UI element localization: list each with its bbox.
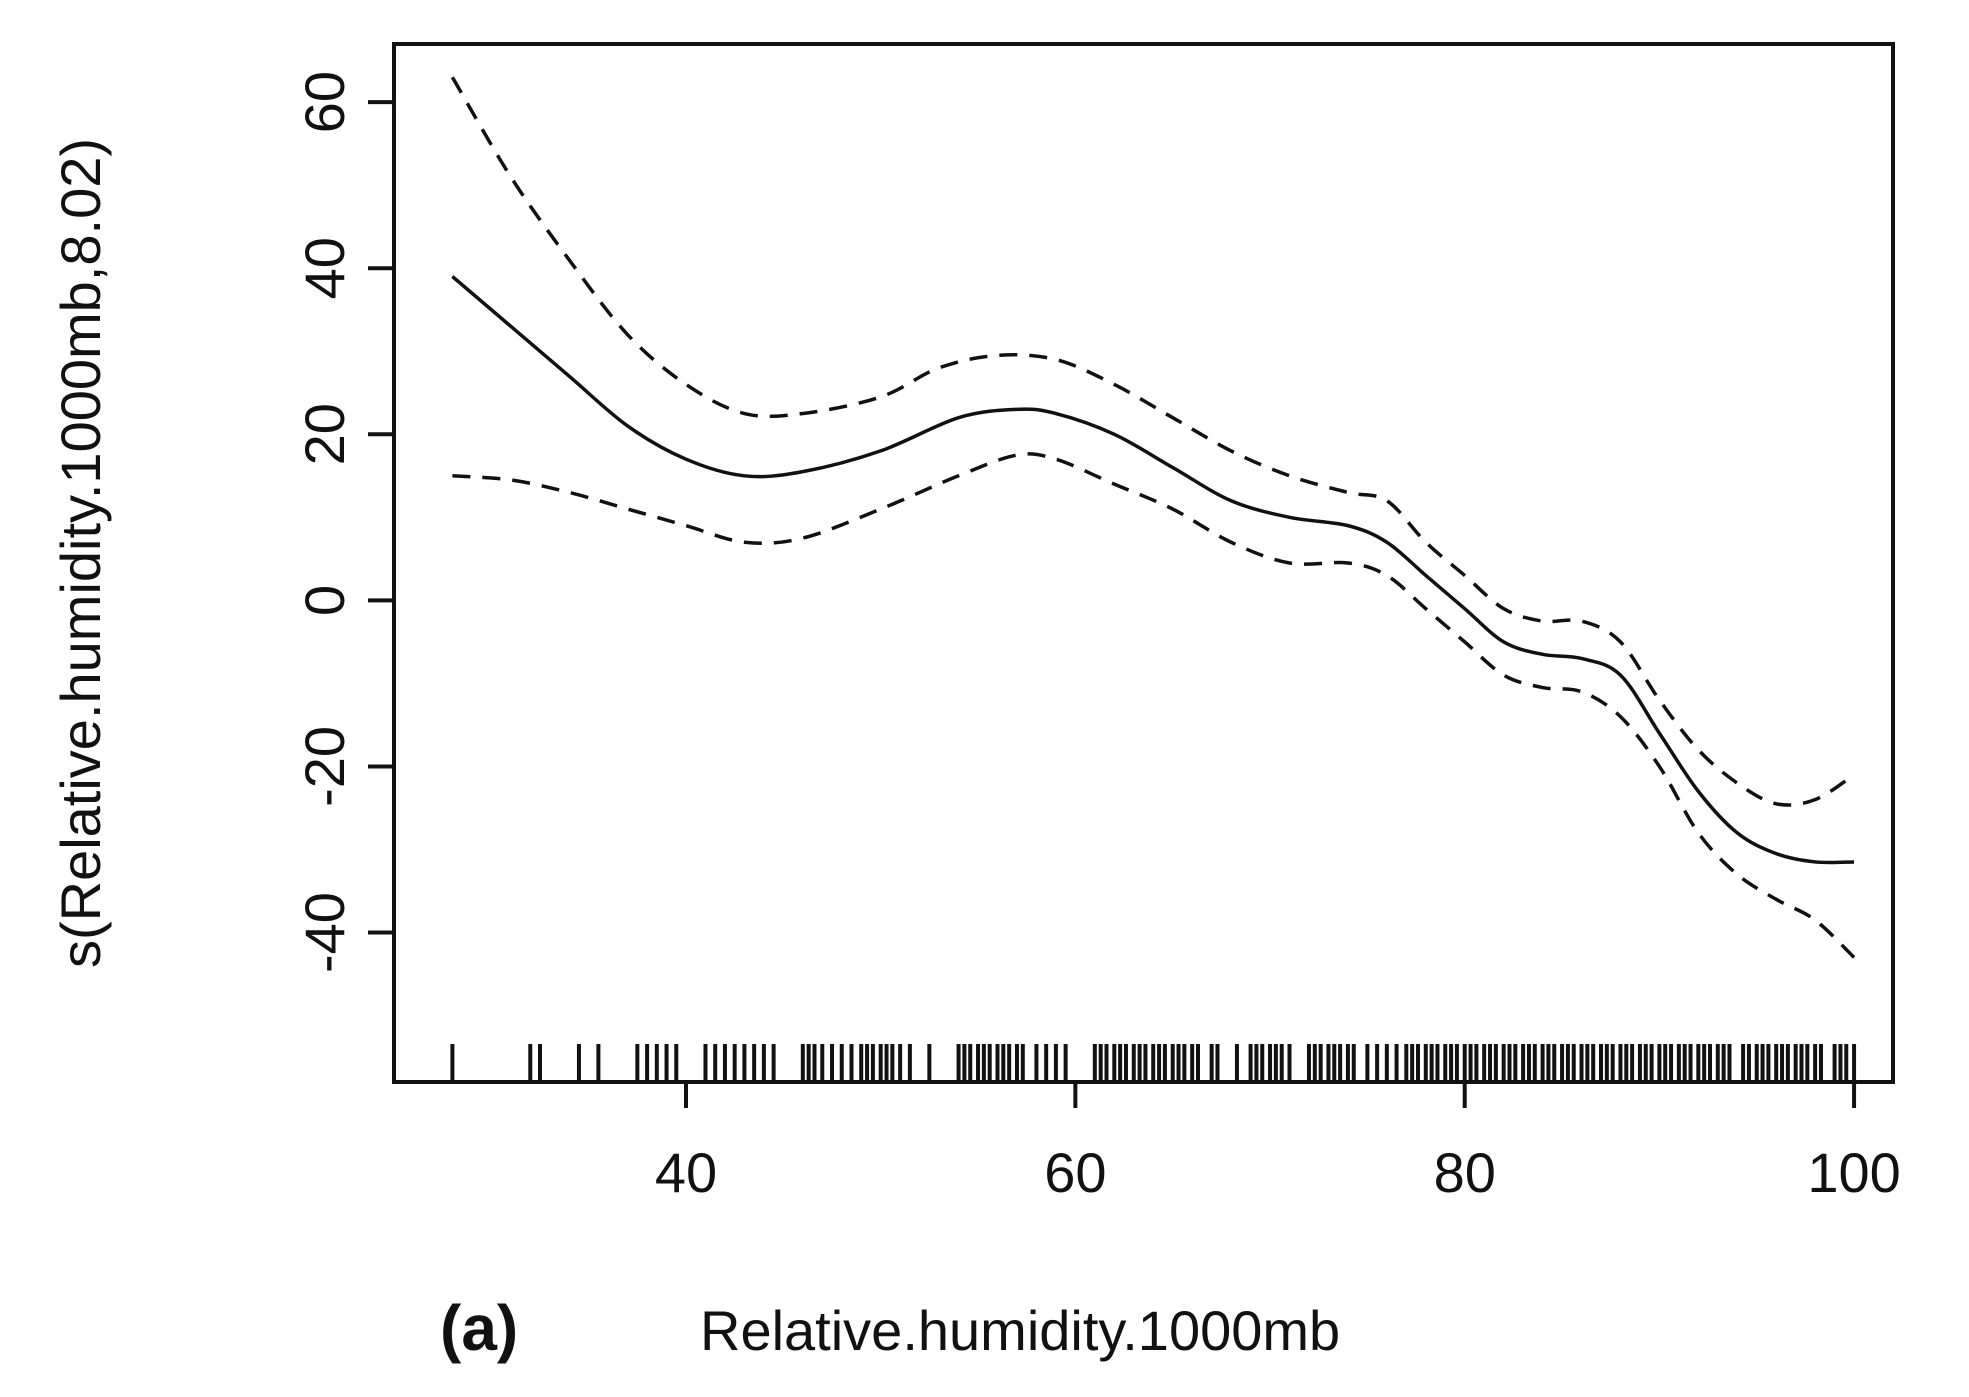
series-upper-ci — [450, 76, 1856, 807]
y-axis-title: s(Relative.humidity.1000mb,8.02) — [49, 138, 112, 968]
y-axis: -40 -20 0 20 40 60 — [293, 71, 394, 973]
y-tick-label: 0 — [293, 585, 356, 616]
y-tick-label: -20 — [293, 726, 356, 807]
y-tick-label: -40 — [293, 892, 356, 973]
y-tick-label: 40 — [293, 237, 356, 299]
rug-marks — [450, 1044, 1857, 1080]
panel-label: (a) — [440, 1292, 518, 1364]
y-tick-label: 60 — [293, 71, 356, 133]
x-tick-label: 100 — [1807, 1141, 1900, 1204]
x-axis: 40 60 80 100 — [655, 1082, 1901, 1204]
x-tick-label: 80 — [1434, 1141, 1496, 1204]
series-lines — [450, 76, 1856, 959]
y-tick-label: 20 — [293, 403, 356, 465]
plot-box — [392, 42, 1895, 1084]
x-tick-label: 40 — [655, 1141, 717, 1204]
series-fit — [451, 275, 1855, 865]
series-lower-ci — [452, 452, 1856, 959]
x-axis-title: Relative.humidity.1000mb — [700, 1299, 1340, 1362]
x-tick-label: 60 — [1044, 1141, 1106, 1204]
